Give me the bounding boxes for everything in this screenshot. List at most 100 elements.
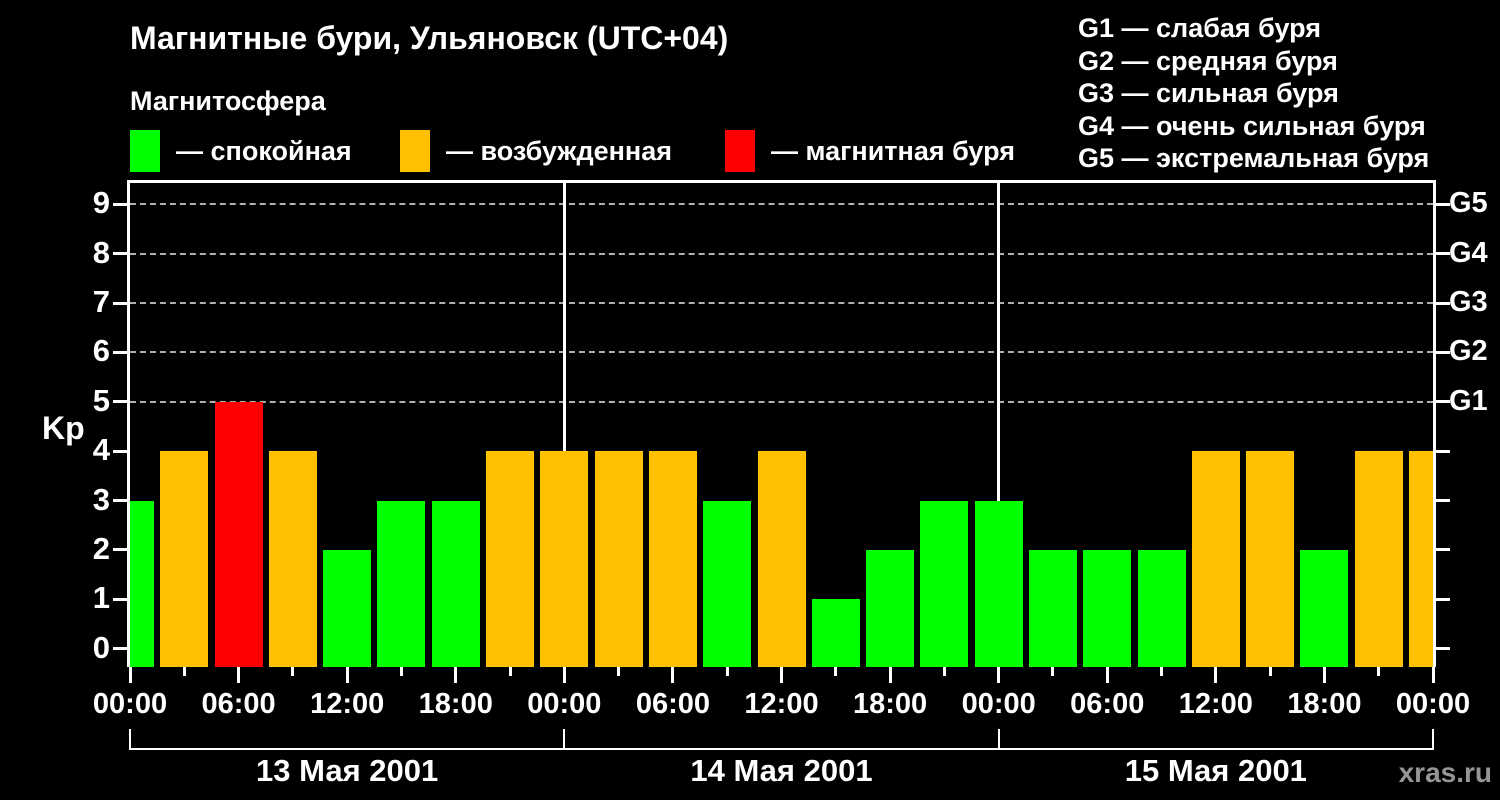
kp-bar — [1191, 451, 1240, 667]
x-tick-label: 12:00 — [310, 688, 385, 720]
y-axis-tick — [113, 449, 127, 453]
quiet-color-swatch — [130, 130, 160, 172]
kp-bar — [1354, 451, 1403, 667]
g-tick-label: G4 — [1449, 236, 1488, 269]
kp-bar — [1083, 549, 1132, 667]
g-scale-legend-line: G4 — очень сильная буря — [1078, 110, 1426, 141]
kp-bar — [486, 451, 535, 667]
g-scale-legend: G1 — слабая буря G2 — средняя буря G3 — … — [1078, 12, 1429, 175]
grid-line — [130, 400, 1433, 403]
y-tick-label: 6 — [92, 333, 110, 369]
x-tick-label: 00:00 — [92, 688, 168, 720]
right-axis-tick — [1436, 400, 1450, 404]
y-axis-tick — [113, 400, 127, 404]
right-axis-tick — [1436, 499, 1450, 503]
kp-bar — [1300, 549, 1349, 667]
right-axis-tick — [1436, 597, 1450, 601]
right-axis-tick — [1436, 548, 1450, 552]
x-axis-minor-tick — [834, 667, 838, 676]
g-scale-legend-line: G2 — средняя буря — [1078, 45, 1338, 76]
kp-bar — [160, 451, 209, 667]
right-axis-tick — [1436, 647, 1450, 651]
day-label: 14 Мая 2001 — [690, 753, 873, 788]
kp-bar — [866, 549, 915, 667]
plot-border-right — [1433, 180, 1436, 667]
y-tick-label: 8 — [92, 234, 110, 270]
x-axis-minor-tick — [182, 667, 186, 676]
y-tick-label: 7 — [92, 284, 110, 319]
legend-item-quiet: — спокойная — [130, 130, 352, 172]
kp-bar — [130, 500, 154, 667]
x-axis-major-tick — [454, 667, 458, 683]
day-separator-line — [562, 183, 566, 667]
grid-line — [130, 351, 1433, 354]
x-tick-label: 00:00 — [1395, 688, 1471, 720]
x-axis-minor-tick — [1160, 667, 1164, 676]
day-bracket-tick — [563, 729, 566, 750]
day-bracket-line — [130, 748, 1433, 750]
x-axis-major-tick — [888, 667, 892, 683]
kp-bar — [540, 451, 589, 667]
right-axis-tick — [1436, 202, 1450, 206]
x-axis-major-tick — [1105, 667, 1109, 683]
y-tick-label: 2 — [92, 530, 110, 566]
kp-bar — [757, 451, 806, 667]
x-axis-minor-tick — [508, 667, 512, 676]
g-scale-legend-line: G5 — экстремальная буря — [1078, 143, 1430, 173]
g-tick-label: G5 — [1449, 187, 1488, 220]
right-axis-tick — [1436, 301, 1450, 305]
x-axis-minor-tick — [617, 667, 621, 676]
y-axis-tick — [113, 350, 127, 354]
day-separator-line — [997, 183, 1001, 667]
day-label: 13 Мая 2001 — [256, 753, 439, 788]
legend-label-disturbed: — возбужденная — [446, 135, 672, 166]
x-axis-major-tick — [562, 667, 566, 683]
plot-border-left — [127, 180, 130, 667]
plot-border-top — [127, 180, 1436, 183]
y-axis-tick — [113, 597, 127, 601]
y-axis-tick — [113, 252, 127, 256]
legend-item-storm: — магнитная буря — [725, 130, 1015, 172]
x-axis-major-tick — [237, 667, 241, 683]
chart-subtitle: Магнитосфера — [130, 86, 326, 116]
x-axis-major-tick — [128, 667, 132, 683]
right-axis-tick — [1436, 350, 1450, 354]
x-axis-minor-tick — [291, 667, 295, 676]
grid-line — [130, 252, 1433, 255]
kp-bar — [268, 451, 317, 667]
kp-bar — [323, 549, 372, 667]
y-axis-tick — [113, 647, 127, 651]
kp-bar — [974, 500, 1023, 667]
x-tick-label: 18:00 — [1287, 688, 1362, 720]
y-tick-label: 1 — [92, 580, 110, 616]
x-axis-minor-tick — [1377, 667, 1381, 676]
kp-bar — [811, 599, 860, 667]
legend-label-storm: — магнитная буря — [771, 135, 1015, 166]
g-tick-label: G1 — [1449, 384, 1488, 417]
day-bracket-tick — [997, 729, 1000, 750]
g-scale-legend-line: G3 — сильная буря — [1078, 78, 1339, 108]
x-tick-label: 12:00 — [744, 688, 819, 720]
plot-area — [130, 183, 1433, 667]
x-tick-label: 18:00 — [852, 688, 928, 720]
y-axis-tick — [113, 202, 127, 206]
x-tick-label: 06:00 — [1070, 688, 1145, 720]
x-tick-label: 06:00 — [635, 688, 710, 720]
x-axis-major-tick — [780, 667, 783, 683]
x-axis-major-tick — [1214, 667, 1218, 683]
grid-line — [130, 302, 1433, 304]
x-axis-minor-tick — [1051, 667, 1055, 676]
kp-bar — [377, 500, 426, 667]
day-bracket-tick — [129, 729, 131, 750]
disturbed-color-swatch — [400, 130, 430, 172]
x-axis-minor-tick — [1268, 667, 1272, 676]
x-axis-minor-tick — [399, 667, 403, 676]
watermark-xras: xras.ru — [1398, 757, 1492, 788]
y-tick-label: 3 — [92, 481, 110, 517]
x-axis-minor-tick — [725, 667, 729, 676]
x-axis-major-tick — [1322, 667, 1326, 683]
x-tick-label: 06:00 — [201, 688, 276, 720]
y-axis-tick — [113, 499, 127, 503]
kp-bar — [214, 401, 263, 667]
